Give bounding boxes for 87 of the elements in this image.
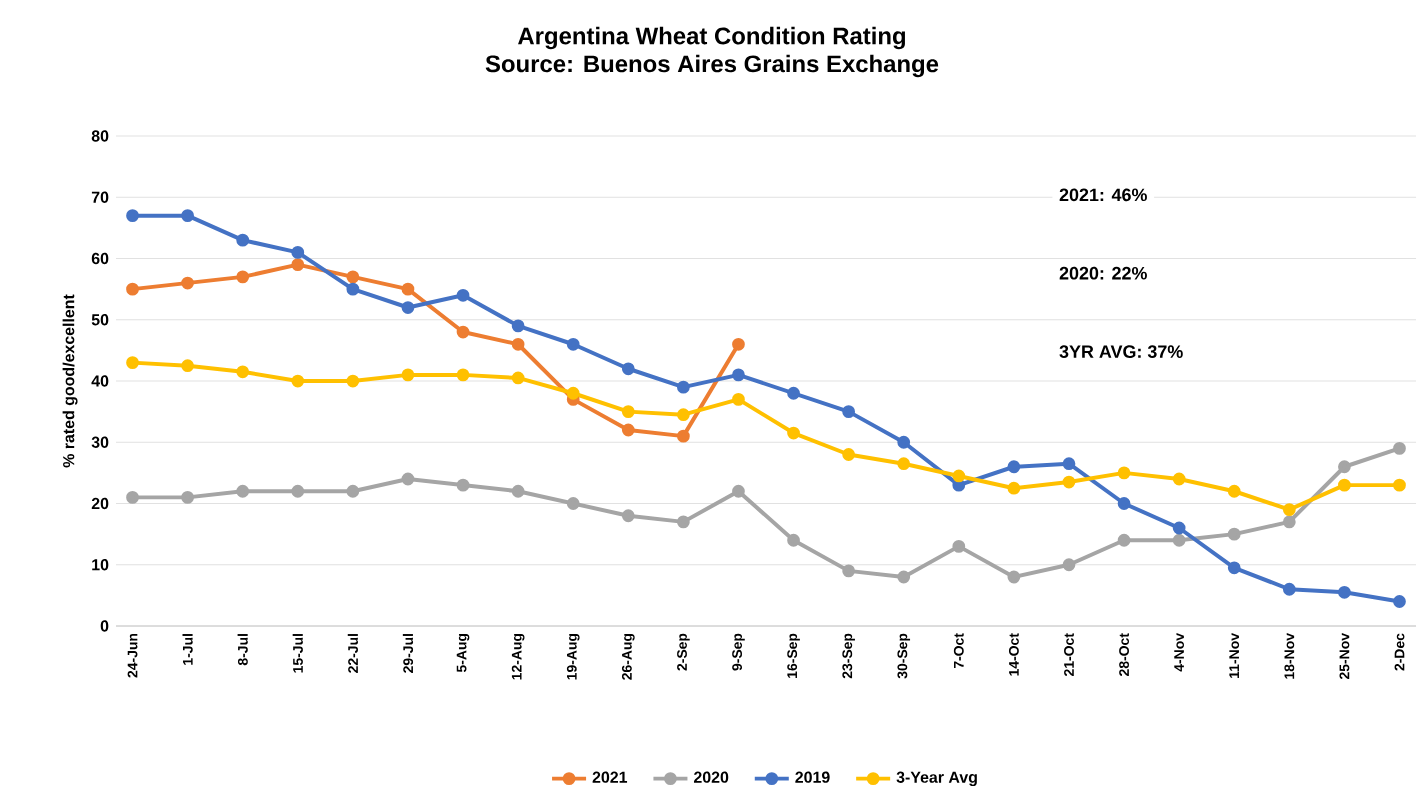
point <box>126 356 139 370</box>
point <box>1393 595 1406 608</box>
point <box>1393 478 1406 492</box>
point <box>291 374 305 388</box>
point <box>621 405 635 419</box>
point <box>1227 484 1241 498</box>
point <box>401 472 415 486</box>
point <box>1282 582 1296 596</box>
point <box>401 368 415 382</box>
point <box>842 405 856 419</box>
point <box>181 209 194 223</box>
point <box>842 448 856 461</box>
point <box>236 233 250 247</box>
point <box>126 209 139 223</box>
point <box>126 282 139 296</box>
point <box>1282 515 1296 529</box>
point <box>401 301 415 314</box>
point <box>1117 497 1131 510</box>
point <box>566 337 580 351</box>
point <box>456 325 470 339</box>
point <box>566 497 580 510</box>
point <box>897 435 911 449</box>
point <box>1338 460 1351 474</box>
annotation: 3YR AVG: 37% <box>1059 345 1183 358</box>
point <box>456 478 470 492</box>
point <box>787 533 800 547</box>
point <box>1062 558 1076 572</box>
point <box>676 515 690 529</box>
annotation: 2021: 46% <box>1059 188 1147 202</box>
point <box>511 484 525 498</box>
point <box>1227 527 1241 541</box>
point <box>346 484 360 498</box>
point <box>126 490 139 504</box>
point <box>236 270 250 284</box>
point <box>1117 533 1131 547</box>
point <box>511 371 525 385</box>
point <box>732 337 745 351</box>
point <box>1007 460 1021 474</box>
point <box>346 374 360 388</box>
point <box>1062 475 1076 489</box>
point <box>621 423 635 437</box>
point <box>1338 478 1351 492</box>
point <box>456 368 470 382</box>
point <box>1172 533 1186 547</box>
point <box>1117 466 1131 480</box>
point <box>897 570 911 584</box>
point <box>787 426 800 440</box>
annotation: 2020: 22% <box>1059 266 1147 280</box>
point <box>732 484 745 498</box>
point <box>181 490 194 504</box>
chart-subtitle: Source: Buenos Aires Grains Exchange <box>485 54 939 78</box>
point <box>1062 457 1076 471</box>
point <box>511 337 525 351</box>
point <box>181 276 194 290</box>
point <box>787 386 800 400</box>
point <box>897 457 911 471</box>
chart-title: Argentina Wheat Condition Rating <box>518 26 905 50</box>
point <box>346 270 360 284</box>
point <box>1338 585 1351 599</box>
point <box>566 386 580 400</box>
point <box>511 319 525 333</box>
point <box>1172 472 1186 486</box>
point <box>1393 441 1406 455</box>
point <box>291 258 305 272</box>
point <box>1172 521 1186 535</box>
point <box>456 288 470 302</box>
point <box>1007 481 1021 495</box>
point <box>676 429 690 443</box>
point <box>1007 570 1021 584</box>
point <box>842 564 856 578</box>
point <box>1282 503 1296 517</box>
point <box>732 392 745 406</box>
point <box>291 484 305 498</box>
point <box>401 282 415 296</box>
point <box>621 509 635 523</box>
point <box>181 359 194 373</box>
point <box>1227 561 1241 575</box>
point <box>952 469 966 483</box>
point <box>236 365 250 379</box>
point <box>236 484 250 498</box>
point <box>732 368 745 382</box>
point <box>676 380 690 394</box>
point <box>952 539 966 553</box>
point <box>676 408 690 422</box>
point <box>346 282 360 296</box>
point <box>291 246 305 259</box>
point <box>621 362 635 376</box>
